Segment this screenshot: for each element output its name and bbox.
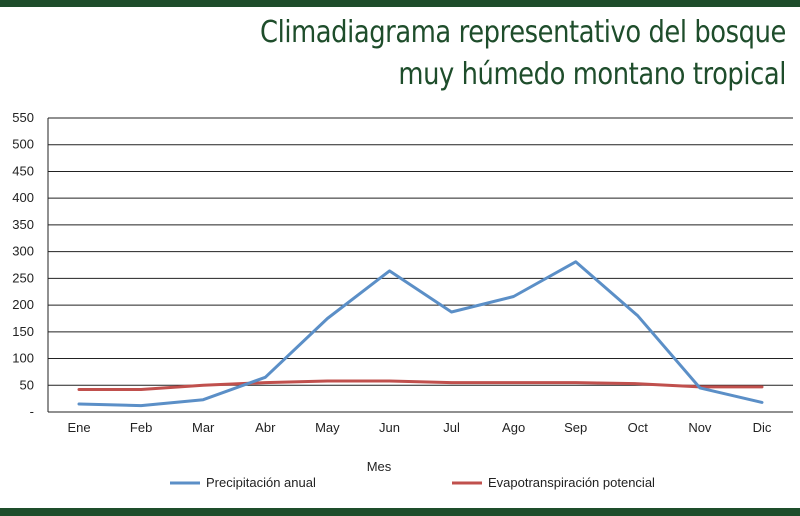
- legend: Precipitación anual Evapotranspiración po…: [170, 475, 655, 490]
- x-axis-label: Mes: [367, 459, 392, 474]
- y-tick-label: 500: [12, 137, 34, 152]
- y-tick-label: 400: [12, 190, 34, 205]
- x-tick-label: Feb: [130, 420, 152, 435]
- grid-lines: [47, 117, 793, 413]
- y-tick-label: 250: [12, 270, 34, 285]
- x-tick-label: Oct: [628, 420, 649, 435]
- x-tick-label: Nov: [688, 420, 712, 435]
- x-tick-label: Jul: [443, 420, 460, 435]
- y-tick-label: 450: [12, 163, 34, 178]
- x-tick-label: Ene: [67, 420, 90, 435]
- series-group: [77, 260, 764, 408]
- y-tick-label: 100: [12, 351, 34, 366]
- legend-label: Precipitación anual: [206, 475, 316, 490]
- y-tick-label: 150: [12, 324, 34, 339]
- x-axis-ticks: Ene Feb Mar Abr May Jun Jul Ago Sep Oct Nov Dic: [67, 420, 771, 435]
- series-line: [77, 379, 764, 391]
- top-border: [0, 0, 800, 7]
- x-tick-label: Ago: [502, 420, 525, 435]
- series-line: [77, 260, 764, 408]
- y-tick-label: -: [30, 404, 34, 419]
- y-tick-label: 550: [12, 110, 34, 125]
- y-axis-ticks: - 50 100 150 200 250 300 350 400 450 500 550: [12, 110, 34, 419]
- legend-label: Evapotranspiración potencial: [488, 475, 655, 490]
- chart-title-line-2: muy húmedo montano tropical: [398, 57, 786, 92]
- x-tick-label: May: [315, 420, 340, 435]
- x-tick-label: Jun: [379, 420, 400, 435]
- chart-title: Climadiagrama representativo del bosque …: [253, 12, 786, 96]
- x-tick-label: Mar: [192, 420, 215, 435]
- x-tick-label: Abr: [255, 420, 276, 435]
- chart-title-line-1: Climadiagrama representativo del bosque: [260, 15, 786, 50]
- x-tick-label: Sep: [564, 420, 587, 435]
- y-tick-label: 300: [12, 244, 34, 259]
- y-tick-label: 350: [12, 217, 34, 232]
- y-tick-label: 200: [12, 297, 34, 312]
- bottom-border: [0, 508, 800, 516]
- y-tick-label: 50: [20, 377, 34, 392]
- x-tick-label: Dic: [753, 420, 772, 435]
